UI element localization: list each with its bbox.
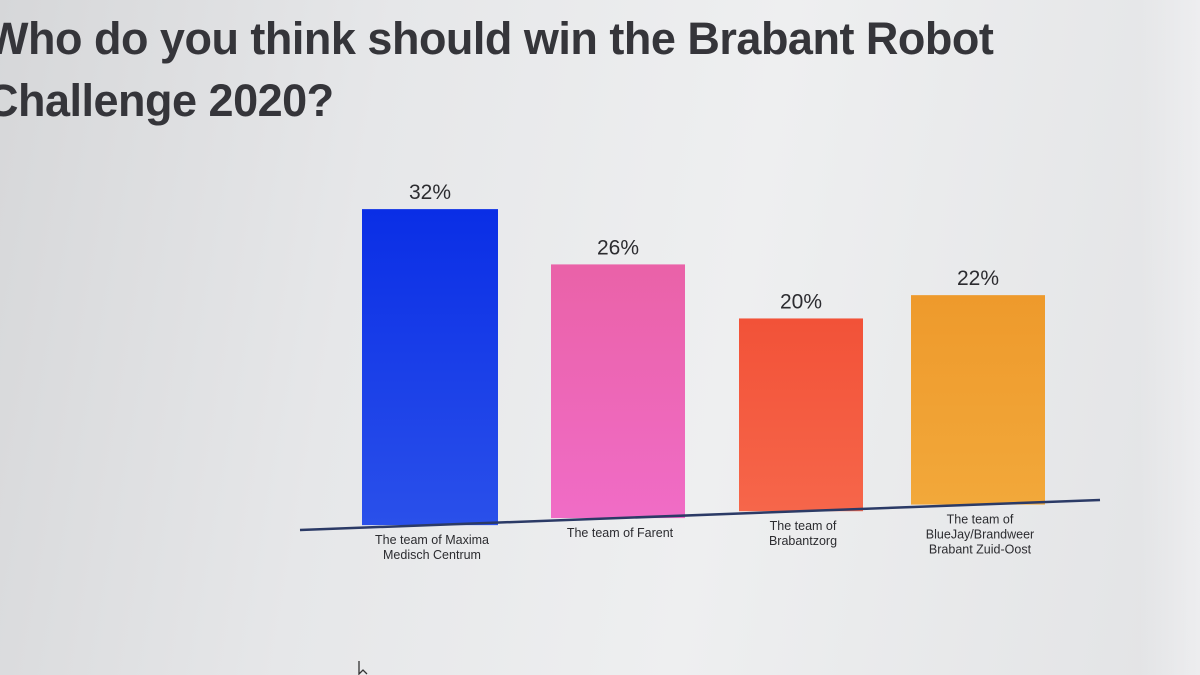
bar-2 bbox=[551, 264, 685, 519]
x-axis-line bbox=[299, 498, 1101, 532]
slide-title: Who do you think should win the Brabant … bbox=[0, 13, 994, 126]
category-label-line: The team of bbox=[770, 519, 837, 533]
screen-edge bbox=[1140, 0, 1200, 675]
value-label-3: 20% bbox=[780, 290, 822, 313]
category-label-3: The team of Brabantzorg bbox=[769, 519, 837, 548]
category-label-line: BlueJay/Brandweer bbox=[926, 528, 1034, 542]
category-label-line: Brabantzorg bbox=[769, 534, 837, 548]
bar-1 bbox=[362, 209, 498, 526]
category-label-4: The team of BlueJay/Brandweer Brabant Zuid… bbox=[926, 513, 1034, 557]
bar-4 bbox=[911, 295, 1045, 505]
category-label-line: Medisch Centrum bbox=[383, 548, 481, 562]
category-label-2: The team of Farent bbox=[567, 526, 674, 540]
category-label-1: The team of Maxima Medisch Centrum bbox=[375, 533, 489, 562]
value-label-1: 32% bbox=[409, 181, 451, 204]
category-label-line: The team of Farent bbox=[567, 526, 674, 540]
value-label-2: 26% bbox=[597, 236, 639, 259]
bars-group bbox=[362, 209, 1045, 526]
category-label-line: Brabant Zuid-Oost bbox=[929, 543, 1032, 557]
bar-3 bbox=[739, 318, 863, 512]
labels-group: 32% The team of Maxima Medisch Centrum 26% T… bbox=[375, 181, 1034, 562]
value-label-4: 22% bbox=[957, 267, 999, 290]
mouse-cursor-icon bbox=[358, 661, 368, 675]
category-label-line: The team of Maxima bbox=[375, 533, 489, 547]
category-label-line: The team of bbox=[947, 513, 1014, 527]
